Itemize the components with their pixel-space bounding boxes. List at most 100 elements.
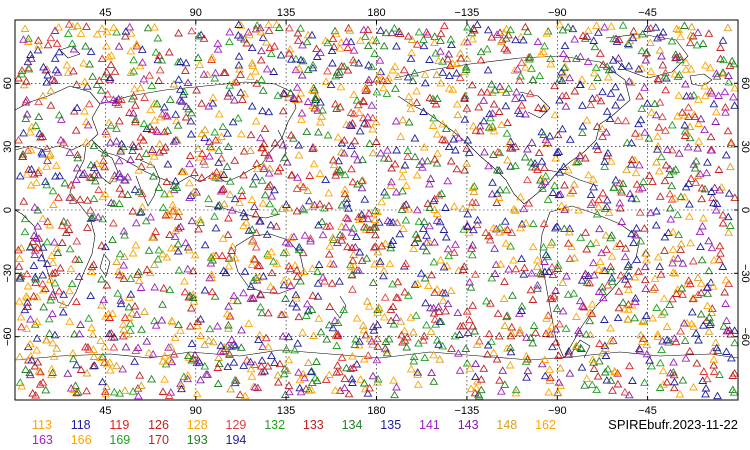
observation-marker — [377, 197, 387, 206]
observation-marker — [364, 60, 373, 69]
observation-marker — [705, 320, 715, 328]
observation-marker — [207, 287, 217, 296]
observation-marker — [429, 377, 439, 385]
observation-marker — [435, 47, 445, 55]
observation-marker — [150, 316, 159, 325]
observation-marker — [348, 256, 358, 264]
observation-marker — [522, 373, 531, 381]
observation-marker — [545, 131, 555, 140]
observation-marker — [32, 178, 41, 186]
observation-marker — [143, 23, 153, 32]
observation-marker — [531, 328, 540, 336]
observation-marker — [537, 180, 547, 188]
observation-marker — [496, 259, 506, 268]
observation-marker — [537, 157, 547, 165]
observation-marker — [87, 323, 96, 332]
observation-marker — [696, 288, 706, 297]
observation-marker — [318, 105, 327, 114]
observation-marker — [356, 36, 365, 44]
observation-marker — [432, 159, 442, 167]
observation-marker — [120, 386, 130, 394]
lon-label-bottom: −90 — [548, 405, 567, 417]
observation-marker — [673, 210, 682, 219]
observation-marker — [471, 126, 481, 134]
observation-marker — [443, 244, 453, 253]
observation-marker — [678, 259, 688, 267]
legend-entry: 163 — [32, 433, 53, 447]
observation-marker — [721, 299, 730, 307]
observation-marker — [169, 181, 179, 190]
observation-marker — [200, 362, 210, 370]
observation-marker — [237, 325, 246, 334]
observation-marker — [225, 350, 234, 358]
observation-marker — [362, 223, 371, 231]
observation-marker — [616, 271, 626, 279]
observation-marker — [608, 336, 618, 344]
observation-marker — [598, 60, 608, 68]
observation-marker — [523, 27, 533, 35]
observation-marker — [187, 303, 196, 312]
observation-marker — [598, 293, 608, 302]
observation-marker — [214, 146, 224, 154]
observation-marker — [339, 62, 349, 70]
observation-marker — [464, 228, 474, 236]
observation-marker — [657, 345, 666, 354]
observation-marker — [224, 320, 233, 329]
observation-marker — [309, 331, 319, 339]
observation-marker — [265, 154, 274, 162]
observation-marker — [718, 68, 728, 76]
observation-marker — [38, 132, 47, 140]
observation-marker — [539, 219, 549, 227]
observation-marker — [622, 138, 632, 147]
observation-marker — [413, 234, 423, 243]
observation-marker — [725, 221, 735, 229]
observation-marker — [617, 217, 627, 225]
observation-marker — [665, 189, 675, 198]
lat-label-right: 60 — [739, 77, 750, 89]
observation-marker — [396, 317, 406, 325]
observation-marker — [66, 264, 76, 273]
observation-marker — [606, 376, 616, 384]
observation-marker — [526, 333, 536, 342]
observation-marker — [139, 74, 149, 83]
observation-marker — [661, 68, 670, 77]
observation-marker — [265, 180, 275, 189]
observation-marker — [153, 254, 163, 263]
observation-marker — [694, 137, 704, 145]
observation-marker — [438, 68, 448, 76]
observation-marker — [176, 222, 185, 231]
observation-marker — [577, 301, 587, 310]
observation-marker — [100, 342, 110, 351]
observation-marker — [531, 162, 540, 171]
observation-marker — [533, 280, 542, 289]
observation-marker — [347, 262, 357, 271]
observation-marker — [461, 344, 471, 352]
observation-marker — [39, 302, 49, 311]
observation-marker — [357, 176, 367, 185]
observation-marker — [606, 336, 615, 345]
observation-marker — [69, 66, 78, 75]
observation-marker — [335, 102, 345, 111]
observation-marker — [25, 127, 35, 136]
observation-marker — [594, 356, 604, 365]
observation-marker — [234, 52, 244, 60]
observation-marker — [463, 222, 472, 230]
observation-marker — [117, 189, 127, 198]
observation-marker — [657, 310, 667, 318]
observation-marker — [604, 208, 614, 217]
observation-marker — [136, 381, 146, 389]
observation-marker — [725, 61, 735, 69]
observation-marker — [653, 145, 662, 153]
observation-marker — [169, 137, 179, 145]
observation-marker — [36, 132, 45, 141]
observation-marker — [50, 26, 60, 34]
observation-marker — [420, 273, 430, 282]
observation-marker — [425, 238, 435, 247]
observation-marker — [543, 252, 553, 261]
observation-marker — [105, 73, 115, 81]
observation-marker — [669, 166, 678, 175]
observation-marker — [47, 251, 57, 259]
observation-marker — [364, 75, 374, 84]
observation-marker — [676, 245, 685, 253]
observation-marker — [581, 330, 591, 338]
